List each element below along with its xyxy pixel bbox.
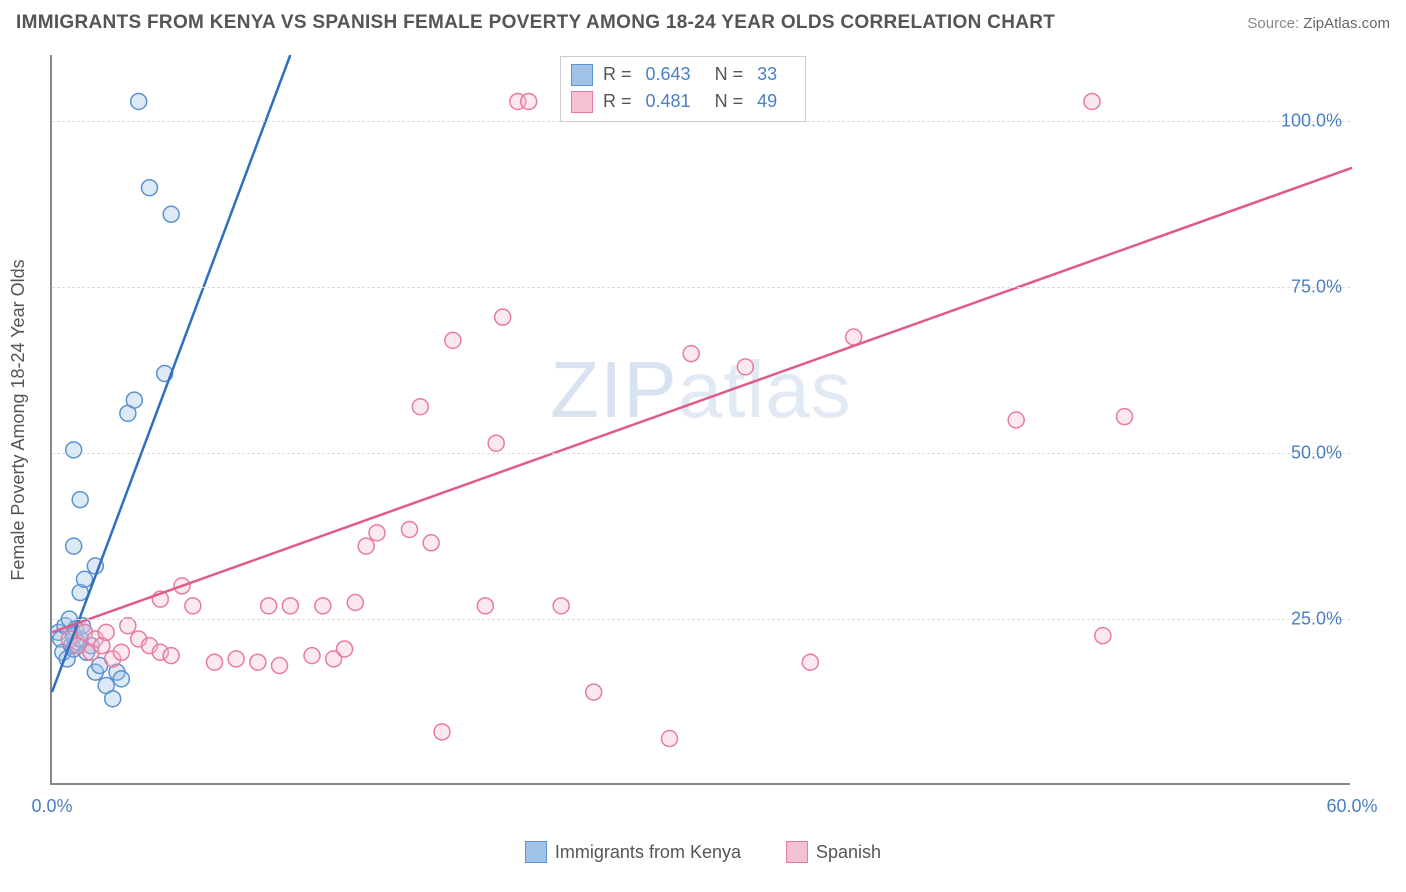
data-point-spanish (250, 654, 266, 670)
swatch-spanish (571, 91, 593, 113)
data-point-spanish (228, 651, 244, 667)
legend-series: Immigrants from Kenya Spanish (0, 841, 1406, 868)
gridline (52, 453, 1350, 454)
header: IMMIGRANTS FROM KENYA VS SPANISH FEMALE … (16, 12, 1390, 34)
data-point-kenya (131, 93, 147, 109)
data-point-spanish (113, 644, 129, 660)
gridline (52, 619, 1350, 620)
x-tick-label: 0.0% (31, 796, 72, 817)
data-point-kenya (77, 571, 93, 587)
y-axis-title: Female Poverty Among 18-24 Year Olds (8, 259, 29, 580)
regression-line-kenya (52, 55, 290, 692)
data-point-spanish (120, 618, 136, 634)
r-label: R = (603, 61, 632, 88)
swatch-kenya (571, 64, 593, 86)
data-point-kenya (72, 492, 88, 508)
data-point-spanish (802, 654, 818, 670)
data-point-spanish (1117, 409, 1133, 425)
data-point-kenya (105, 691, 121, 707)
data-point-spanish (521, 93, 537, 109)
y-tick-label: 50.0% (1291, 443, 1342, 464)
data-point-spanish (358, 538, 374, 554)
data-point-spanish (261, 598, 277, 614)
r-value-kenya: 0.643 (646, 61, 691, 88)
y-tick-label: 75.0% (1291, 277, 1342, 298)
legend-stats: R = 0.643 N = 33 R = 0.481 N = 49 (560, 56, 806, 122)
data-point-spanish (586, 684, 602, 700)
n-label: N = (715, 61, 744, 88)
data-point-kenya (126, 392, 142, 408)
legend-stats-row-spanish: R = 0.481 N = 49 (571, 88, 791, 115)
legend-stats-row-kenya: R = 0.643 N = 33 (571, 61, 791, 88)
data-point-spanish (1095, 628, 1111, 644)
data-point-spanish (683, 346, 699, 362)
data-point-spanish (737, 359, 753, 375)
data-point-spanish (423, 535, 439, 551)
data-point-kenya (66, 538, 82, 554)
data-point-spanish (445, 332, 461, 348)
plot-area: ZIPatlas 25.0%50.0%75.0%100.0%0.0%60.0% (50, 55, 1350, 785)
y-tick-label: 100.0% (1281, 111, 1342, 132)
data-point-spanish (1084, 93, 1100, 109)
data-point-kenya (142, 180, 158, 196)
data-point-spanish (369, 525, 385, 541)
chart-svg (52, 55, 1350, 783)
data-point-spanish (304, 648, 320, 664)
data-point-spanish (163, 648, 179, 664)
data-point-spanish (488, 435, 504, 451)
legend-label-kenya: Immigrants from Kenya (555, 842, 741, 863)
n-value-kenya: 33 (757, 61, 777, 88)
gridline (52, 287, 1350, 288)
source-value: ZipAtlas.com (1303, 15, 1390, 32)
y-tick-label: 25.0% (1291, 609, 1342, 630)
n-value-spanish: 49 (757, 88, 777, 115)
data-point-spanish (347, 595, 363, 611)
x-tick-label: 60.0% (1326, 796, 1377, 817)
data-point-kenya (66, 442, 82, 458)
data-point-spanish (337, 641, 353, 657)
r-value-spanish: 0.481 (646, 88, 691, 115)
data-point-spanish (282, 598, 298, 614)
regression-line-spanish (52, 168, 1352, 633)
data-point-spanish (98, 624, 114, 640)
data-point-kenya (163, 206, 179, 222)
data-point-spanish (434, 724, 450, 740)
data-point-spanish (1008, 412, 1024, 428)
legend-item-spanish: Spanish (786, 841, 881, 863)
r-label: R = (603, 88, 632, 115)
swatch-spanish (786, 841, 808, 863)
data-point-spanish (315, 598, 331, 614)
data-point-spanish (207, 654, 223, 670)
data-point-spanish (477, 598, 493, 614)
n-label: N = (715, 88, 744, 115)
data-point-spanish (402, 522, 418, 538)
data-point-kenya (113, 671, 129, 687)
data-point-spanish (272, 658, 288, 674)
legend-label-spanish: Spanish (816, 842, 881, 863)
swatch-kenya (525, 841, 547, 863)
data-point-spanish (495, 309, 511, 325)
source-label: Source: (1247, 15, 1299, 32)
source-attribution: Source: ZipAtlas.com (1247, 15, 1390, 32)
chart-title: IMMIGRANTS FROM KENYA VS SPANISH FEMALE … (16, 12, 1055, 34)
data-point-spanish (662, 731, 678, 747)
data-point-spanish (412, 399, 428, 415)
legend-item-kenya: Immigrants from Kenya (525, 841, 741, 863)
data-point-spanish (185, 598, 201, 614)
data-point-spanish (553, 598, 569, 614)
